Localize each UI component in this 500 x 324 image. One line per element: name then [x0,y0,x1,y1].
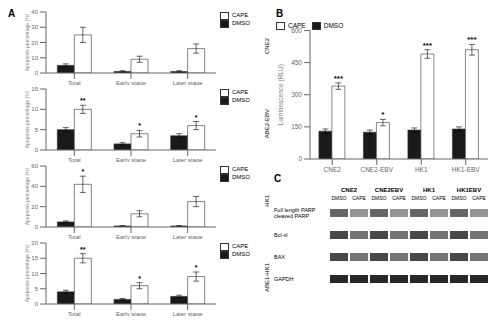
svg-text:600: 600 [291,27,302,34]
svg-text:30: 30 [31,24,38,30]
svg-text:40: 40 [31,183,38,189]
svg-text:0: 0 [35,147,39,153]
html-text:Bcl-xl: Bcl-xl [274,231,288,238]
html-text:CAPE: CAPE [352,195,366,201]
svg-text:CNE2-EBV: CNE2-EBV [360,166,393,173]
svg-text:Luminescence (RLU): Luminescence (RLU) [277,64,285,125]
svg-text:Total: Total [68,80,81,85]
html-text:Full length PARP cleaved PARP: Full length PARP cleaved PARP [274,206,316,219]
svg-text:Total: Total [68,234,81,239]
html-text:ABE2-EBV: ABE2-EBV [264,108,270,139]
html-text:C: C [274,173,282,184]
svg-text:Early stage: Early stage [116,157,147,162]
html-text:CAPE: CAPE [288,22,306,29]
html-text:DMSO: DMSO [232,20,250,27]
svg-text:60: 60 [31,163,38,169]
svg-text:Apoptosis percentage (%): Apoptosis percentage (%) [24,13,30,71]
svg-text:Early stage: Early stage [116,234,147,239]
html-text:DMSO: DMSO [232,251,250,258]
svg-text:0: 0 [35,70,39,76]
html-text:HK1: HK1 [264,194,270,207]
svg-text:HK1: HK1 [415,166,428,173]
html-text:DMSO: DMSO [331,195,347,201]
html-text:HK1EBV: HK1EBV [456,187,482,193]
svg-text:Early stage: Early stage [116,311,147,316]
svg-text:Later stage: Later stage [173,311,204,316]
svg-text:15: 15 [31,86,38,92]
svg-text:Later stage: Later stage [173,80,204,85]
svg-text:20: 20 [31,40,38,46]
svg-text:*: * [138,275,141,282]
svg-text:20: 20 [31,240,38,246]
svg-text:Later stage: Later stage [173,234,204,239]
svg-text:5: 5 [35,286,39,292]
html-text:A: A [8,8,16,19]
svg-text:*: * [81,168,84,175]
html-text:DMSO: DMSO [451,195,467,201]
html-text:CNE2: CNE2 [264,38,270,55]
svg-text:0: 0 [298,155,302,162]
html-text:DMSO: DMSO [232,174,250,181]
html-text:CNE2: CNE2 [341,187,357,193]
svg-text:15: 15 [31,255,38,261]
html-text:DMSO: DMSO [411,195,427,201]
svg-text:0: 0 [35,224,39,230]
svg-text:Apoptosis percentage (%): Apoptosis percentage (%) [24,244,30,302]
svg-text:**: ** [80,246,86,253]
svg-text:150: 150 [291,123,302,130]
html-text:BAX: BAX [274,253,285,260]
svg-text:5: 5 [35,127,39,133]
svg-text:300: 300 [291,91,302,98]
svg-text:450: 450 [291,59,302,66]
html-text:HK1: HK1 [423,187,435,193]
html-text:CAPE: CAPE [472,195,486,201]
html-text:CAPE: CAPE [232,166,249,173]
html-text:B: B [276,8,284,19]
svg-text:0: 0 [35,301,39,307]
svg-text:10: 10 [31,106,38,112]
html-text:CAPE: CAPE [232,243,249,250]
html-text:ABE1-HK1: ABE1-HK1 [264,263,270,292]
svg-text:40: 40 [31,9,38,15]
svg-text:Total: Total [68,157,81,162]
svg-text:Early stage: Early stage [116,80,147,85]
svg-text:***: *** [423,41,433,50]
html-text:CNE2EBV: CNE2EBV [374,187,404,193]
svg-text:Total: Total [68,311,81,316]
svg-text:10: 10 [31,271,38,277]
svg-text:Apoptosis percentage (%): Apoptosis percentage (%) [24,167,30,225]
svg-text:***: *** [334,74,344,83]
svg-text:***: *** [467,35,477,44]
svg-text:Later stage: Later stage [173,157,204,162]
svg-text:HK1-EBV: HK1-EBV [452,166,480,173]
svg-text:10: 10 [31,55,38,61]
svg-text:Apoptosis percentage (%): Apoptosis percentage (%) [24,90,30,148]
svg-text:*: * [195,114,198,121]
html-text:GAPDH: GAPDH [274,275,294,282]
svg-text:*: * [381,110,385,119]
html-text:CAPE: CAPE [232,12,249,19]
html-text:DMSO: DMSO [323,22,344,29]
svg-text:*: * [138,122,141,129]
svg-text:*: * [195,264,198,271]
html-text:CAPE: CAPE [232,89,249,96]
svg-text:**: ** [80,97,86,104]
html-text:CAPE: CAPE [432,195,446,201]
svg-text:CNE2: CNE2 [324,166,342,173]
html-text:DMSO: DMSO [371,195,387,201]
html-text:DMSO: DMSO [232,97,250,104]
html-text:CAPE: CAPE [392,195,406,201]
svg-text:20: 20 [31,204,38,210]
